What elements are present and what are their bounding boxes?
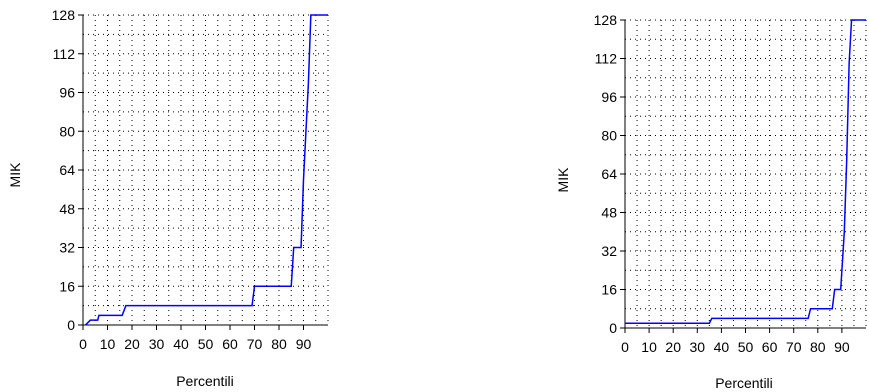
y-axis-title: MIK (555, 167, 571, 193)
y-tick-label: 48 (601, 205, 617, 221)
x-tick-label: 90 (834, 339, 850, 355)
y-tick-label: 96 (601, 89, 617, 105)
x-tick-label: 80 (271, 336, 287, 352)
x-axis-title: Percentili (176, 373, 234, 389)
y-tick-label: 0 (609, 320, 617, 336)
x-tick-label: 90 (296, 336, 312, 352)
x-tick-label: 20 (665, 339, 681, 355)
y-tick-label: 128 (594, 12, 618, 28)
y-tick-label: 64 (59, 162, 75, 178)
y-tick-label: 80 (59, 123, 75, 139)
y-tick-label: 80 (601, 128, 617, 144)
y-tick-label: 0 (67, 317, 75, 333)
y-tick-label: 112 (53, 46, 76, 62)
y-tick-label: 16 (59, 278, 75, 294)
y-tick-label: 64 (601, 166, 617, 182)
series-line (625, 19, 866, 324)
grid (82, 14, 329, 326)
y-tick-label: 16 (601, 282, 617, 298)
x-tick-label: 70 (247, 336, 263, 352)
x-tick-label: 30 (690, 339, 706, 355)
x-tick-label: 20 (124, 336, 140, 352)
x-axis-title: Percentili (715, 375, 773, 391)
x-tick-label: 60 (762, 339, 778, 355)
x-tick-label: 10 (100, 336, 116, 352)
y-tick-label: 32 (59, 240, 75, 256)
y-tick-label: 48 (59, 201, 75, 217)
y-tick-label: 128 (52, 7, 76, 23)
x-tick-label: 70 (786, 339, 802, 355)
x-tick-label: 40 (714, 339, 730, 355)
y-tick-label: 32 (601, 243, 617, 259)
x-tick-label: 0 (79, 336, 87, 352)
series-line (84, 14, 328, 326)
y-tick-label: 112 (595, 51, 618, 67)
grid (624, 19, 867, 329)
x-tick-label: 60 (222, 336, 238, 352)
x-tick-label: 40 (173, 336, 189, 352)
x-tick-label: 0 (621, 339, 629, 355)
x-tick-label: 50 (198, 336, 214, 352)
x-tick-label: 30 (149, 336, 165, 352)
y-tick-label: 96 (59, 85, 75, 101)
x-tick-label: 80 (810, 339, 826, 355)
y-axis-title: MIK (7, 162, 23, 188)
x-tick-label: 10 (641, 339, 657, 355)
x-tick-label: 50 (738, 339, 754, 355)
